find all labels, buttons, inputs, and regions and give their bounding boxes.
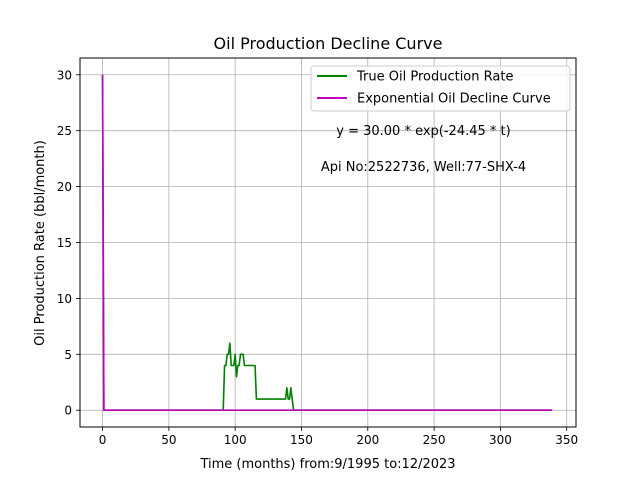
y-tick-label: 15 bbox=[57, 236, 72, 250]
legend-label-true-rate: True Oil Production Rate bbox=[356, 70, 513, 85]
legend: True Oil Production Rate Exponential Oil… bbox=[310, 65, 571, 112]
y-tick-label: 20 bbox=[57, 180, 72, 194]
y-tick-label: 30 bbox=[57, 68, 72, 82]
x-tick-label: 150 bbox=[290, 433, 313, 447]
x-tick-label: 50 bbox=[161, 433, 176, 447]
y-axis-label: Oil Production Rate (bbl/month) bbox=[33, 140, 48, 346]
y-tick-label: 0 bbox=[64, 404, 72, 418]
ticks: 0 50 100 150 200 250 300 350 0 5 10 15 20 25 30 bbox=[57, 68, 578, 447]
legend-label-exponential-curve: Exponential Oil Decline Curve bbox=[357, 92, 551, 107]
y-tick-label: 10 bbox=[57, 292, 72, 306]
true-oil-production-rate-line bbox=[101, 74, 553, 412]
chart-title: Oil Production Decline Curve bbox=[214, 34, 443, 53]
x-tick-label: 300 bbox=[489, 433, 512, 447]
legend-box bbox=[310, 65, 571, 112]
x-tick-label: 200 bbox=[356, 433, 379, 447]
x-tick-label: 0 bbox=[99, 433, 107, 447]
x-tick-label: 350 bbox=[555, 433, 578, 447]
exponential-decline-curve-line bbox=[101, 74, 553, 412]
x-axis-label: Time (months) from:9/1995 to:12/2023 bbox=[199, 457, 455, 472]
annotations: y = 30.00 * exp(-24.45 * t) Api No:25227… bbox=[321, 124, 526, 175]
fit-equation-annotation: y = 30.00 * exp(-24.45 * t) bbox=[336, 124, 510, 139]
x-tick-label: 250 bbox=[423, 433, 446, 447]
x-tick-label: 100 bbox=[224, 433, 247, 447]
well-id-annotation: Api No:2522736, Well:77-SHX-4 bbox=[321, 160, 526, 175]
series-lines bbox=[101, 74, 553, 412]
y-tick-label: 25 bbox=[57, 124, 72, 138]
y-tick-label: 5 bbox=[64, 348, 72, 362]
